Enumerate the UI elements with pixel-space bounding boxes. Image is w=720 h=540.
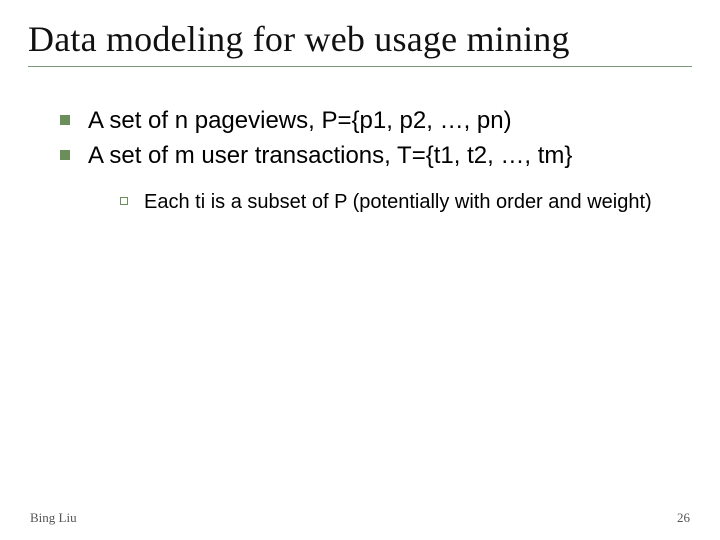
bullet-item: A set of m user transactions, T={t1, t2,… bbox=[60, 140, 692, 171]
sub-bullet-text: Each ti is a subset of P (potentially wi… bbox=[144, 189, 652, 215]
footer-author: Bing Liu bbox=[30, 510, 77, 526]
square-bullet-icon bbox=[60, 150, 70, 160]
bullet-text: A set of n pageviews, P={p1, p2, …, pn) bbox=[88, 105, 512, 136]
bullet-text: A set of m user transactions, T={t1, t2,… bbox=[88, 140, 572, 171]
square-bullet-icon bbox=[60, 115, 70, 125]
slide: Data modeling for web usage mining A set… bbox=[0, 0, 720, 540]
slide-title: Data modeling for web usage mining bbox=[28, 18, 692, 67]
hollow-square-icon bbox=[120, 197, 128, 205]
bullet-item: A set of n pageviews, P={p1, p2, …, pn) bbox=[60, 105, 692, 136]
sub-bullet-item: Each ti is a subset of P (potentially wi… bbox=[120, 189, 692, 215]
footer-page-number: 26 bbox=[677, 510, 690, 526]
